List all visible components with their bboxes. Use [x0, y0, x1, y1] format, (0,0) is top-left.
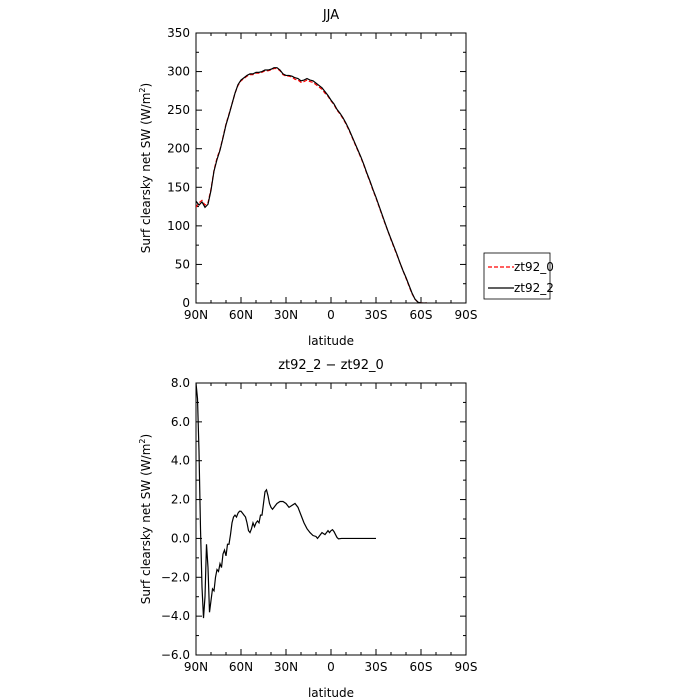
chart-title: JJA — [322, 8, 339, 23]
y-tick-label: −6.0 — [161, 648, 190, 662]
chart-panel-2: zt92_2 − zt92_0 90N 60N 30N 0 30S 60S 90S −6.0 −4… — [138, 358, 477, 700]
y-tick-label: 200 — [167, 142, 190, 156]
y-tick-label: 50 — [175, 257, 190, 271]
y-tick-label: 350 — [167, 26, 190, 40]
legend-label: zt92_0 — [514, 260, 554, 274]
legend-box — [483, 252, 551, 300]
x-tick-label: 30N — [274, 308, 298, 322]
x-tick-label: 30S — [365, 308, 388, 322]
y-tick-label: −2.0 — [161, 570, 190, 584]
x-tick-label: 30N — [274, 660, 298, 674]
series-line-zt92-2 — [196, 67, 427, 303]
y-tick-label: 250 — [167, 103, 190, 117]
y-tick-label: 2.0 — [171, 493, 190, 507]
chart-panel-1: JJA 90N 60N 30N 0 30S 60S 90S 0 50 100 150 200 250 300… — [138, 8, 554, 348]
series-line-zt92-0 — [196, 67, 427, 303]
y-tick-label: 100 — [167, 219, 190, 233]
x-tick-label: 60N — [229, 308, 253, 322]
chart-title: zt92_2 − zt92_0 — [278, 358, 384, 373]
x-tick-label: 0 — [327, 660, 335, 674]
x-tick-label: 90N — [184, 660, 208, 674]
x-tick-label: 60N — [229, 660, 253, 674]
x-tick-label: 90N — [184, 308, 208, 322]
x-axis-label: latitude — [308, 334, 354, 348]
y-tick-label: 8.0 — [171, 376, 190, 390]
y-tick-label: 300 — [167, 65, 190, 79]
legend: zt92_0 zt92_2 — [483, 252, 554, 300]
series-line-difference — [196, 383, 376, 619]
legend-label: zt92_2 — [514, 281, 554, 295]
x-tick-label: 90S — [455, 660, 478, 674]
y-tick-label: 0.0 — [171, 531, 190, 545]
y-tick-label: −4.0 — [161, 609, 190, 623]
y-axis-label: Surf clearsky net SW (W/m2) — [138, 83, 153, 253]
x-tick-label: 30S — [365, 660, 388, 674]
y-axis-label: Surf clearsky net SW (W/m2) — [138, 434, 153, 604]
y-tick-label: 4.0 — [171, 454, 190, 468]
y-tick-label: 0 — [182, 296, 190, 310]
x-tick-label: 90S — [455, 308, 478, 322]
plot-frame — [195, 382, 467, 656]
x-axis-label: latitude — [308, 686, 354, 700]
y-tick-label: 6.0 — [171, 415, 190, 429]
plot-frame — [195, 32, 467, 304]
x-tick-label: 0 — [327, 308, 335, 322]
x-tick-label: 60S — [410, 660, 433, 674]
x-tick-label: 60S — [410, 308, 433, 322]
y-tick-label: 150 — [167, 180, 190, 194]
